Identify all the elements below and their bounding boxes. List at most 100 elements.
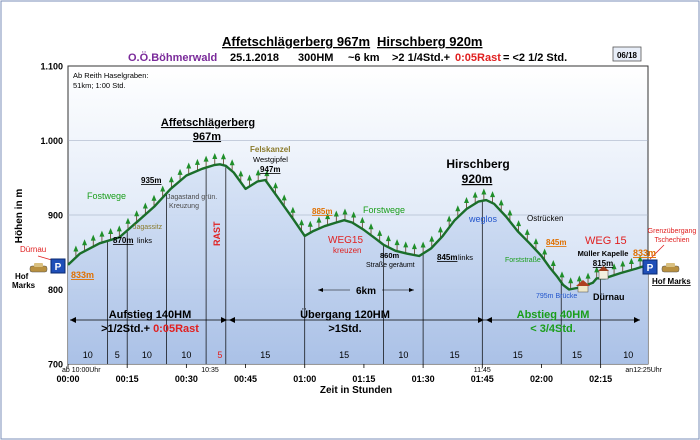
section-uebergang-title: Übergang 120HM: [300, 308, 390, 321]
section-aufstieg-time: >1/2Std.+ 0:05Rast: [101, 323, 199, 335]
segment-duration: 10: [181, 350, 191, 360]
label-duernau-left: Dürnau: [20, 245, 46, 254]
x-tick-label: 00:15: [116, 374, 139, 384]
tree-crown: [420, 241, 426, 248]
x-tick-label: 01:30: [412, 374, 435, 384]
label-kreuzen: kreuzen: [333, 246, 361, 255]
x-tick-label: 01:00: [293, 374, 316, 384]
section-arrow-head: [486, 317, 492, 323]
tree-crown: [273, 182, 279, 189]
tree-crown: [498, 199, 504, 206]
total-label: = <2 1/2 Std.: [503, 52, 567, 64]
rest-label: 0:05Rast: [455, 52, 501, 64]
segment-duration: 10: [83, 350, 93, 360]
section-aufstieg-rest: 0:05Rast: [153, 323, 199, 335]
car-icon: [29, 263, 48, 273]
time-mark-label: an12:25Uhr: [625, 367, 662, 374]
y-tick-label: 800: [48, 285, 63, 295]
segment-duration: 10: [623, 350, 633, 360]
profile-line-group: [67, 163, 649, 291]
tree-crown: [99, 230, 105, 237]
label-jagdstand: Jagastand grün.: [167, 194, 217, 201]
label-hof-left-1: Hof: [15, 272, 29, 281]
section-aufstieg-duration: >1/2Std.+: [101, 323, 153, 335]
arrow-grenze: [649, 244, 665, 260]
dist-label: ~6 km: [348, 52, 380, 64]
tree-crown: [220, 153, 226, 160]
tree-crown: [82, 239, 88, 246]
tree-crown: [385, 235, 391, 242]
tree-crown: [168, 176, 174, 183]
section-aufstieg-title: Aufstieg 140HM: [109, 309, 192, 321]
km-label: 6km: [356, 286, 376, 297]
parking-left: [50, 258, 66, 274]
elev-845-a: 845m: [437, 253, 457, 262]
tree-crown: [437, 226, 443, 233]
date-label: 25.1.2018: [230, 52, 279, 64]
label-weglos: weglos: [468, 214, 498, 224]
tree-crown: [212, 152, 218, 159]
section-arrow-head: [478, 317, 484, 323]
x-tick-label: 00:45: [234, 374, 257, 384]
car-roof: [34, 263, 43, 267]
label-weg15-a: WEG15: [328, 235, 363, 246]
label-ostruecken: Ostrücken: [527, 214, 563, 223]
label-westgipfel: Westgipfel: [253, 155, 288, 164]
tree-crown: [411, 243, 417, 250]
tree-crown: [325, 213, 331, 220]
house-icon: [576, 280, 590, 293]
segment-duration: 10: [398, 350, 408, 360]
tree-crown: [464, 197, 470, 204]
peak-affetschlaegerberg-elev: 967m: [193, 131, 221, 143]
tree-crown: [203, 155, 209, 162]
label-jagassitz: Jagassitz: [133, 224, 163, 231]
label-hof-left-2: Marks: [12, 281, 36, 290]
axis-ticks: 1.100 1.000 900 800 700 00:00 00:15 00:30 00:45 0…: [40, 62, 662, 385]
x-axis-title: Zeit in Stunden: [320, 385, 392, 396]
elev-935: 935m: [141, 176, 161, 185]
section-arrow-head: [221, 317, 227, 323]
note-ab-reith: Ab Reith Haselgraben:: [73, 71, 148, 80]
x-tick-label: 00:30: [175, 374, 198, 384]
parking-left-label: P: [55, 262, 62, 273]
y-tick-label: 700: [48, 360, 63, 370]
section-uebergang-time: >1Std.: [328, 323, 361, 335]
km-arrow-head-right: [409, 288, 414, 292]
y-tick-label: 900: [48, 211, 63, 221]
tree-crown: [637, 255, 643, 262]
segment-duration: 5: [217, 350, 222, 360]
tree-crown: [455, 205, 461, 212]
label-hof-marks-right: Hof Marks: [652, 277, 691, 286]
label-links: links: [137, 236, 152, 245]
elev-833-right: 833m: [633, 248, 656, 258]
label-forstwege: Forstwege: [363, 205, 405, 215]
time-mark-label: 10:35: [201, 367, 219, 374]
tree-crown: [533, 238, 539, 245]
x-tick-label: 01:15: [352, 374, 375, 384]
label-rast: RAST: [212, 221, 222, 246]
tree-crown: [429, 235, 435, 242]
chapel-body: [598, 269, 609, 280]
elev-833-left: 833m: [71, 270, 94, 280]
chapel-icon: [598, 266, 609, 280]
tree-crown: [403, 241, 409, 248]
label-links-2: links: [458, 253, 473, 262]
peak-hirschberg-elev: 920m: [462, 172, 493, 186]
tree-crown: [576, 275, 582, 282]
tree-crown: [472, 191, 478, 198]
tree-crown: [151, 194, 157, 201]
tree-crown: [507, 209, 513, 216]
elev-815: 815m: [593, 259, 613, 268]
tree-crown: [620, 260, 626, 267]
page-badge: [612, 46, 642, 62]
peak-hirschberg-name: Hirschberg: [446, 157, 509, 171]
org-label: O.Ö.Böhmerwald: [128, 51, 217, 64]
tree-crown: [73, 245, 79, 252]
segment-duration: 15: [260, 350, 270, 360]
tree-crown: [542, 248, 548, 255]
tree-crown: [394, 239, 400, 246]
time-mark-label: 11:45: [474, 367, 491, 374]
tree-crown: [490, 191, 496, 198]
tree-crown: [246, 174, 252, 181]
